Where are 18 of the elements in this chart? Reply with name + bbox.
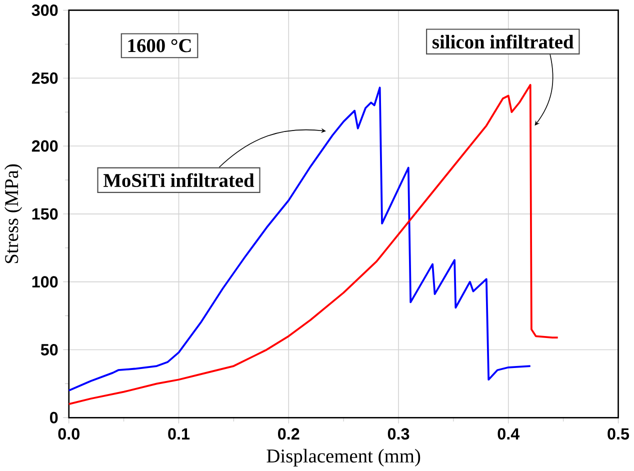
x-axis-title: Displacement (mm) [266,448,420,466]
y-tick-label: 200 [32,140,58,152]
x-tick-label: 0.2 [278,428,300,440]
series-label: MoSiTi infiltrated [103,173,254,188]
y-tick-label: 0 [50,412,58,424]
annotation: 1600 °C [128,39,191,52]
x-tick-label: 0.5 [608,428,630,440]
text: silicon infiltrated [432,34,574,49]
x-tick-label: 0.1 [168,428,190,440]
x-tick-label: 0.3 [388,428,410,440]
x-tick-label: 0.0 [58,428,80,440]
y-tick-label: 150 [32,208,58,220]
y-axis-title: Stress (MPa) [4,164,22,264]
y-tick-label: 250 [32,72,58,84]
y-tick-label: 50 [40,344,58,356]
y-tick-label: 100 [32,276,58,288]
x-tick-label: 0.4 [498,428,520,440]
y-tick-label: 300 [32,4,58,16]
